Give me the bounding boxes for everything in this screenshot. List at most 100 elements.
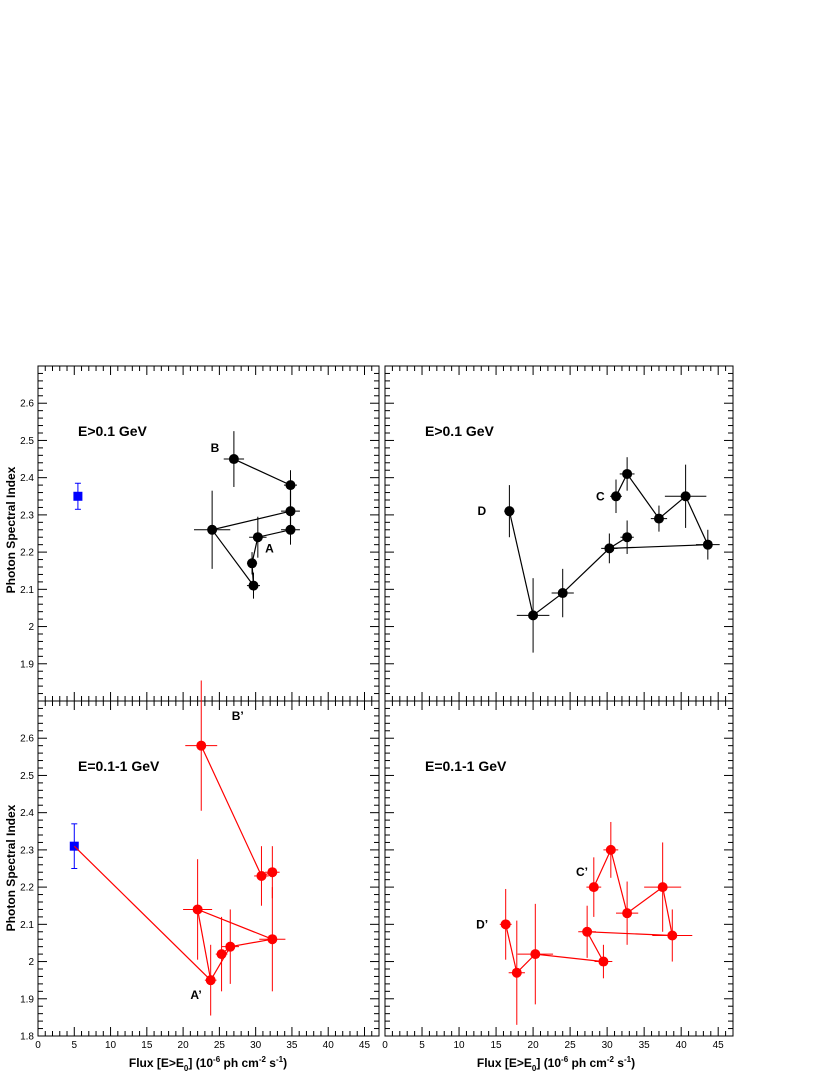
- data-point: [205, 975, 216, 986]
- x-tick-label: 40: [676, 1040, 688, 1051]
- data-point: [267, 934, 278, 945]
- x-label-sup: -6: [213, 1055, 221, 1064]
- x-tick-label: 30: [250, 1040, 262, 1051]
- data-point: [216, 949, 227, 960]
- x-tick-label: 35: [639, 1040, 651, 1051]
- data-point: [192, 904, 203, 915]
- data-point: [604, 543, 615, 554]
- panel-frames: [37, 365, 734, 1037]
- data-point: [247, 558, 258, 569]
- x-tick-label: 5: [71, 1040, 77, 1051]
- panel-title: E=0.1-1 GeV: [78, 758, 160, 774]
- x-tick-label: 10: [105, 1040, 117, 1051]
- point-annotation: D’: [476, 917, 488, 931]
- y-tick-label: 2.6: [20, 734, 34, 745]
- x-label-part: Flux [E>E: [477, 1056, 532, 1070]
- x-label-sub: 0: [184, 1064, 189, 1073]
- panel-top-right: E>0.1 GeV D C: [384, 365, 734, 702]
- x-label-part: s: [614, 1056, 624, 1070]
- data-point: [657, 882, 668, 893]
- x-tick-label: 25: [214, 1040, 226, 1051]
- point-annotation: B’: [232, 709, 244, 723]
- data-point: [653, 513, 664, 524]
- panel-top-left: 1.9 2 2.1 2.2 2.3 2.4 2.5 2.6 E>0.1 GeV B A: [20, 365, 380, 702]
- x-label-part: ): [283, 1056, 287, 1070]
- point-annotation: A’: [190, 988, 201, 1002]
- data-point: [622, 468, 633, 479]
- data-point: [248, 580, 259, 591]
- y-tick-label: 1.8: [20, 1032, 34, 1043]
- y-tick-label: 2: [28, 957, 34, 968]
- y-tick-label: 2.5: [20, 771, 34, 782]
- x-tick-label: 0: [382, 1040, 388, 1051]
- y-tick-label: 2.2: [20, 548, 34, 559]
- data-point: [228, 454, 239, 465]
- x-label-part: Flux [E>E: [129, 1056, 184, 1070]
- data-point: [530, 949, 541, 960]
- series-line: [73, 845, 275, 982]
- y-tick-label: 2.4: [20, 808, 34, 819]
- data-point: [680, 491, 691, 502]
- y-tick-label: 2.5: [20, 436, 34, 447]
- point-annotation: B: [211, 441, 220, 455]
- y-tick-label: 1.9: [20, 659, 34, 670]
- x-tick-label: 0: [35, 1040, 41, 1051]
- x-label-sup: -1: [276, 1055, 284, 1064]
- x-tick-label: 5: [419, 1040, 425, 1051]
- x-label-part: ] (10: [188, 1056, 213, 1070]
- panel-title: E>0.1 GeV: [78, 423, 148, 439]
- data-point: [605, 844, 616, 855]
- data-point: [702, 539, 713, 550]
- x-label-part: ] (10: [536, 1056, 561, 1070]
- y-tick-label: 2.3: [20, 510, 34, 521]
- data-point: [622, 532, 633, 543]
- y-tick-label: 2.3: [20, 845, 34, 856]
- data-point: [582, 926, 593, 937]
- x-tick-label: 15: [491, 1040, 503, 1051]
- data-point: [588, 882, 599, 893]
- data-point: [528, 610, 539, 621]
- x-label-part: ): [631, 1056, 635, 1070]
- x-tick-label: 35: [286, 1040, 298, 1051]
- data-point: [504, 506, 515, 517]
- y-tick-label: 2: [28, 622, 34, 633]
- panel-bottom-right: 0 5 10 15 20 25 30 35 40 45 E=0.1-1 GeV D’ C’: [382, 700, 734, 1051]
- x-label-sub: 0: [532, 1064, 537, 1073]
- x-label-sup: -6: [561, 1055, 569, 1064]
- x-tick-label: 25: [565, 1040, 577, 1051]
- data-point: [285, 480, 296, 491]
- y-tick-label: 2.6: [20, 399, 34, 410]
- data-point: [69, 841, 79, 851]
- data-point: [73, 491, 83, 501]
- x-label-part: ph cm: [568, 1056, 607, 1070]
- data-point: [500, 919, 511, 930]
- panel-frame: [37, 700, 380, 1037]
- data-point: [285, 506, 296, 517]
- x-tick-label: 45: [713, 1040, 725, 1051]
- panel-frame: [37, 365, 380, 702]
- x-axis-label-left: Flux [E>E0] (10-6 ph cm-2 s-1): [129, 1055, 287, 1073]
- x-label-part: s: [266, 1056, 276, 1070]
- point-annotation: C’: [576, 865, 588, 879]
- x-label-part: ph cm: [220, 1056, 259, 1070]
- x-axis-label-right: Flux [E>E0] (10-6 ph cm-2 s-1): [477, 1055, 635, 1073]
- panel-frame: [384, 700, 734, 1037]
- data-point: [256, 870, 267, 881]
- data-point: [285, 524, 296, 535]
- data-point: [225, 941, 236, 952]
- data-point: [557, 588, 568, 599]
- y-tick-label: 2.2: [20, 883, 34, 894]
- panel-frame: [384, 365, 734, 702]
- point-annotation: C: [596, 489, 605, 503]
- y-tick-label: 1.9: [20, 994, 34, 1005]
- data-point: [511, 967, 522, 978]
- data-point: [611, 491, 622, 502]
- x-tick-label: 40: [323, 1040, 335, 1051]
- point-annotation: D: [478, 504, 487, 518]
- x-tick-label: 20: [528, 1040, 540, 1051]
- x-tick-label: 45: [359, 1040, 371, 1051]
- x-tick-label: 30: [602, 1040, 614, 1051]
- x-label-sup: -2: [259, 1055, 267, 1064]
- y-tick-label: 2.1: [20, 920, 34, 931]
